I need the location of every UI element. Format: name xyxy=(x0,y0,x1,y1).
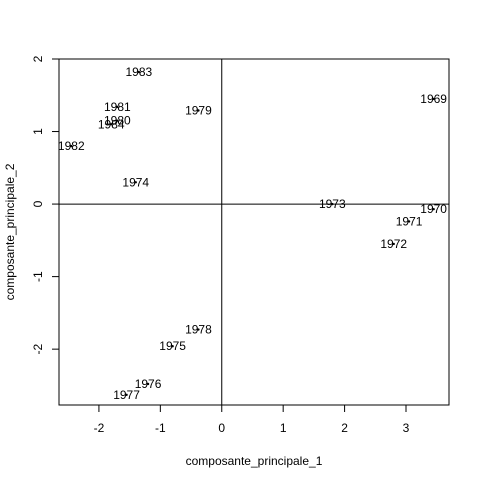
data-point xyxy=(137,70,141,74)
data-point xyxy=(197,109,200,112)
data-point xyxy=(70,144,73,148)
y-tick-label: 2 xyxy=(31,55,45,62)
data-point xyxy=(116,105,119,109)
point-label: 1974 xyxy=(122,175,149,189)
point-label: 1978 xyxy=(185,323,212,337)
y-tick-label: 1 xyxy=(31,128,45,135)
data-point xyxy=(331,202,334,206)
axes xyxy=(58,58,450,406)
x-tick-label: 3 xyxy=(403,421,410,435)
y-tick-label: -1 xyxy=(31,271,45,282)
x-tick-label: -1 xyxy=(155,421,166,435)
plot-frame xyxy=(58,58,450,406)
point-label: 1971 xyxy=(396,214,423,228)
point-label: 1969 xyxy=(420,92,447,106)
point-label: 1970 xyxy=(420,202,447,216)
x-tick-label: 1 xyxy=(280,421,287,435)
data-point xyxy=(197,328,200,331)
point-label: 1975 xyxy=(159,339,186,353)
point-label: 1977 xyxy=(113,388,140,402)
point-label: 1982 xyxy=(58,139,85,153)
data-point xyxy=(407,220,411,223)
data-point xyxy=(134,181,137,184)
y-tick-label: 0 xyxy=(31,200,45,207)
data-point xyxy=(116,119,119,122)
ticks: -2 -1 0 1 2 3 -2 -1 0 1 2 xyxy=(31,55,410,435)
point-label: 1984 xyxy=(98,117,125,131)
x-tick-label: 0 xyxy=(218,421,225,435)
y-tick-label: -2 xyxy=(31,343,45,354)
x-tick-label: -2 xyxy=(94,421,105,435)
point-label: 1973 xyxy=(319,197,346,211)
data-point xyxy=(125,393,128,397)
data-point xyxy=(432,207,435,211)
data-point xyxy=(171,345,174,348)
data-point xyxy=(146,382,150,386)
point-label: 1976 xyxy=(135,377,162,391)
point-label: 1983 xyxy=(125,65,152,79)
data-point xyxy=(392,242,395,246)
data-point xyxy=(432,97,435,101)
data-point xyxy=(110,123,113,126)
x-axis-label: composante_principale_1 xyxy=(186,454,323,468)
x-tick-label: 2 xyxy=(341,421,348,435)
point-label: 1981 xyxy=(104,100,131,114)
y-axis-label: composante_principale_2 xyxy=(3,163,17,300)
point-label: 1972 xyxy=(380,237,407,251)
point-label: 1979 xyxy=(185,104,212,118)
